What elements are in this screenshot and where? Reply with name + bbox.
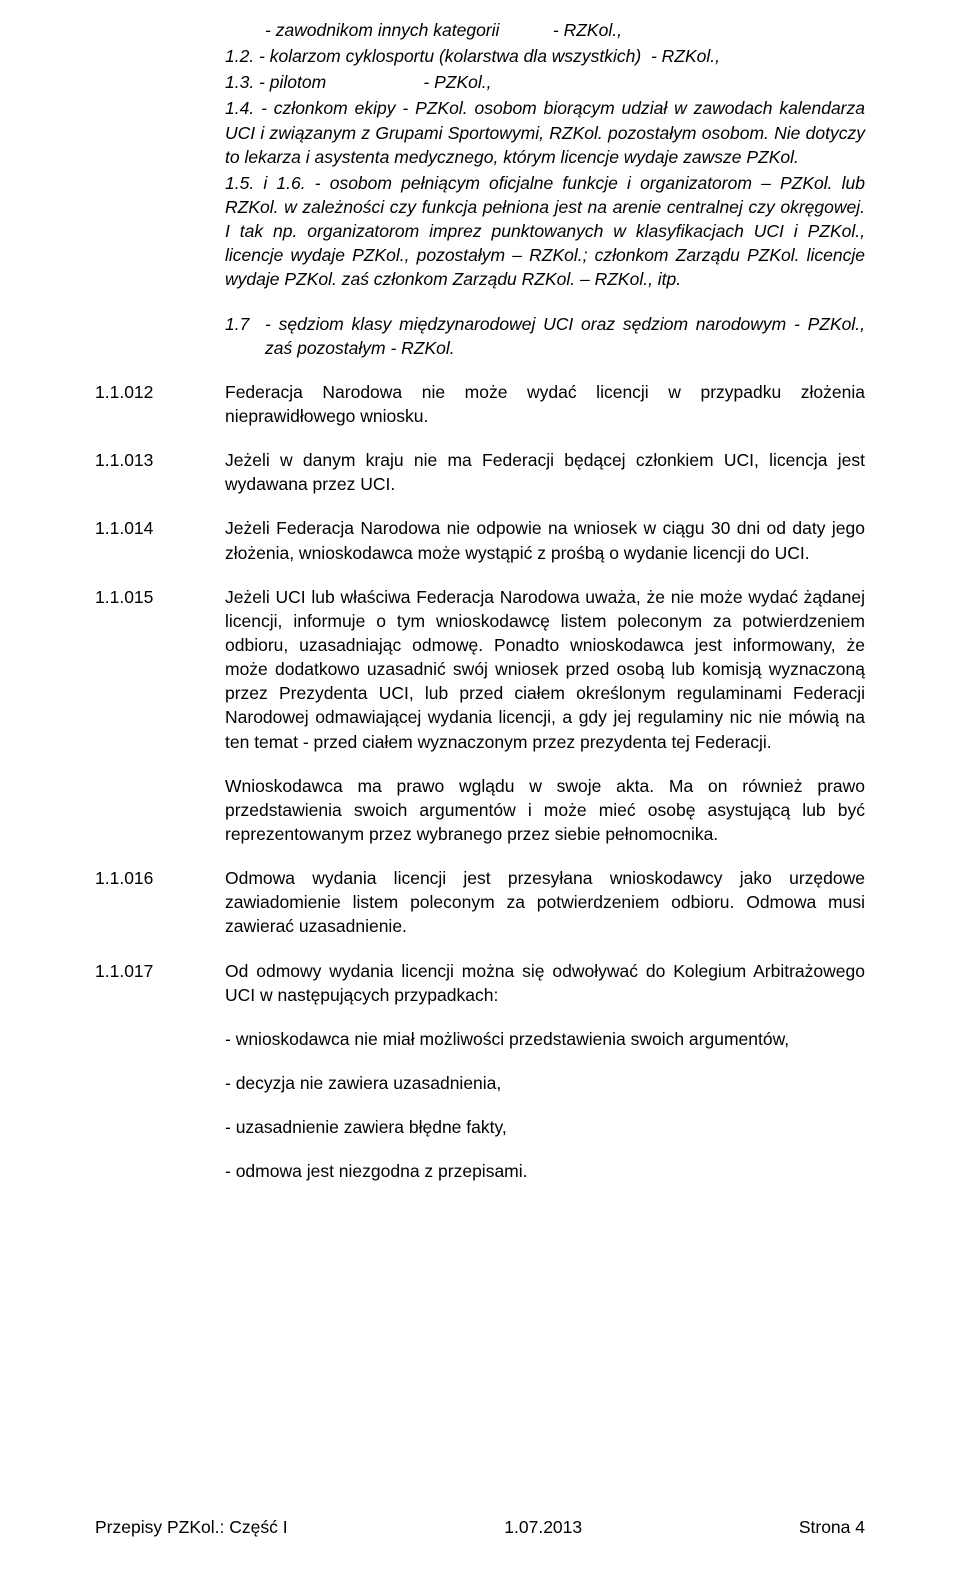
para-text: Jeżeli UCI lub właściwa Federacja Narodo… xyxy=(225,585,865,754)
para-text: Odmowa wydania licencji jest przesyłana … xyxy=(225,866,865,938)
bullet-item: - decyzja nie zawiera uzasadnienia, xyxy=(225,1071,865,1095)
para-number: 1.1.012 xyxy=(95,380,225,428)
sub-text: - sędziom klasy międzynarodowej UCI oraz… xyxy=(265,312,865,360)
para-number: 1.1.014 xyxy=(95,516,225,564)
para-1-1-015-cont: Wnioskodawca ma prawo wglądu w swoje akt… xyxy=(225,774,865,846)
list-item: - zawodnikom innych kategorii - RZKol., xyxy=(265,18,865,42)
bullet-item: - odmowa jest niezgodna z przepisami. xyxy=(225,1159,865,1183)
footer-center: 1.07.2013 xyxy=(504,1515,582,1539)
top-list-block: - zawodnikom innych kategorii - RZKol., … xyxy=(225,18,865,292)
footer-left: Przepisy PZKol.: Część I xyxy=(95,1515,288,1539)
para-number: 1.1.015 xyxy=(95,585,225,754)
para-text: Jeżeli Federacja Narodowa nie odpowie na… xyxy=(225,516,865,564)
para-1-1-013: 1.1.013 Jeżeli w danym kraju nie ma Fede… xyxy=(95,448,865,496)
para-number: 1.1.013 xyxy=(95,448,225,496)
para-text: Jeżeli w danym kraju nie ma Federacji bę… xyxy=(225,448,865,496)
list-item: 1.3. - pilotom - PZKol., xyxy=(225,70,865,94)
document-page: - zawodnikom innych kategorii - RZKol., … xyxy=(0,0,960,1569)
para-text: Federacja Narodowa nie może wydać licenc… xyxy=(225,380,865,428)
footer-right: Strona 4 xyxy=(799,1515,865,1539)
list-item: 1.4. - członkom ekipy - PZKol. osobom bi… xyxy=(225,96,865,168)
para-text: Od odmowy wydania licencji można się odw… xyxy=(225,959,865,1007)
para-1-1-016: 1.1.016 Odmowa wydania licencji jest prz… xyxy=(95,866,865,938)
para-1-1-015: 1.1.015 Jeżeli UCI lub właściwa Federacj… xyxy=(95,585,865,754)
sub-number: 1.7 xyxy=(225,312,265,360)
bullet-item: - uzasadnienie zawiera błędne fakty, xyxy=(225,1115,865,1139)
bullet-item: - wnioskodawca nie miał możliwości przed… xyxy=(225,1027,865,1051)
para-number: 1.1.016 xyxy=(95,866,225,938)
para-text: Wnioskodawca ma prawo wglądu w swoje akt… xyxy=(225,774,865,846)
para-1-1-014: 1.1.014 Jeżeli Federacja Narodowa nie od… xyxy=(95,516,865,564)
list-item: 1.2. - kolarzom cyklosportu (kolarstwa d… xyxy=(225,44,865,68)
para-number: 1.1.017 xyxy=(95,959,225,1007)
list-item: 1.5. i 1.6. - osobom pełniącym oficjalne… xyxy=(225,171,865,292)
page-footer: Przepisy PZKol.: Część I 1.07.2013 Stron… xyxy=(95,1515,865,1539)
para-1-1-017: 1.1.017 Od odmowy wydania licencji można… xyxy=(95,959,865,1007)
para-1-1-012: 1.1.012 Federacja Narodowa nie może wyda… xyxy=(95,380,865,428)
sub-item-1-7: 1.7 - sędziom klasy międzynarodowej UCI … xyxy=(225,312,865,360)
